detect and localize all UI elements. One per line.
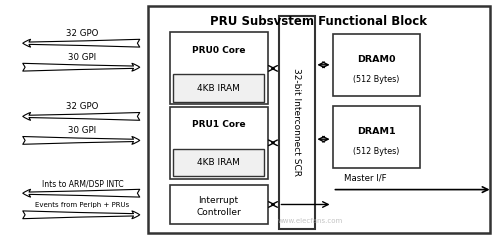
- FancyBboxPatch shape: [148, 6, 490, 233]
- Text: Controller: Controller: [196, 208, 241, 217]
- FancyBboxPatch shape: [172, 74, 264, 102]
- Text: Ints to ARM/DSP INTC: Ints to ARM/DSP INTC: [42, 179, 123, 188]
- FancyBboxPatch shape: [172, 149, 264, 176]
- Text: 32-bit Interconnect SCR: 32-bit Interconnect SCR: [292, 68, 301, 176]
- Text: (512 Bytes): (512 Bytes): [353, 147, 400, 156]
- Text: www.elecfans.com: www.elecfans.com: [278, 218, 342, 224]
- FancyBboxPatch shape: [332, 34, 420, 96]
- Text: PRU Subsvstem Functional Block: PRU Subsvstem Functional Block: [210, 15, 428, 28]
- Text: 4KB IRAM: 4KB IRAM: [197, 84, 240, 93]
- FancyBboxPatch shape: [170, 185, 268, 224]
- Text: 30 GPI: 30 GPI: [68, 126, 96, 135]
- FancyBboxPatch shape: [332, 106, 420, 168]
- FancyBboxPatch shape: [278, 16, 314, 229]
- Text: 32 GPO: 32 GPO: [66, 29, 98, 38]
- Text: DRAM1: DRAM1: [357, 127, 396, 137]
- FancyBboxPatch shape: [170, 32, 268, 104]
- Text: 4KB IRAM: 4KB IRAM: [197, 158, 240, 167]
- Text: 32 GPO: 32 GPO: [66, 102, 98, 111]
- Text: Master I/F: Master I/F: [344, 173, 386, 182]
- Text: Interrupt: Interrupt: [198, 196, 238, 205]
- FancyBboxPatch shape: [170, 107, 268, 179]
- Text: (512 Bytes): (512 Bytes): [353, 75, 400, 84]
- Text: 30 GPI: 30 GPI: [68, 53, 96, 62]
- Text: PRU0 Core: PRU0 Core: [192, 46, 245, 55]
- Text: PRU1 Core: PRU1 Core: [192, 120, 246, 129]
- Text: Events from Periph + PRUs: Events from Periph + PRUs: [36, 202, 130, 208]
- Text: DRAM0: DRAM0: [357, 55, 396, 65]
